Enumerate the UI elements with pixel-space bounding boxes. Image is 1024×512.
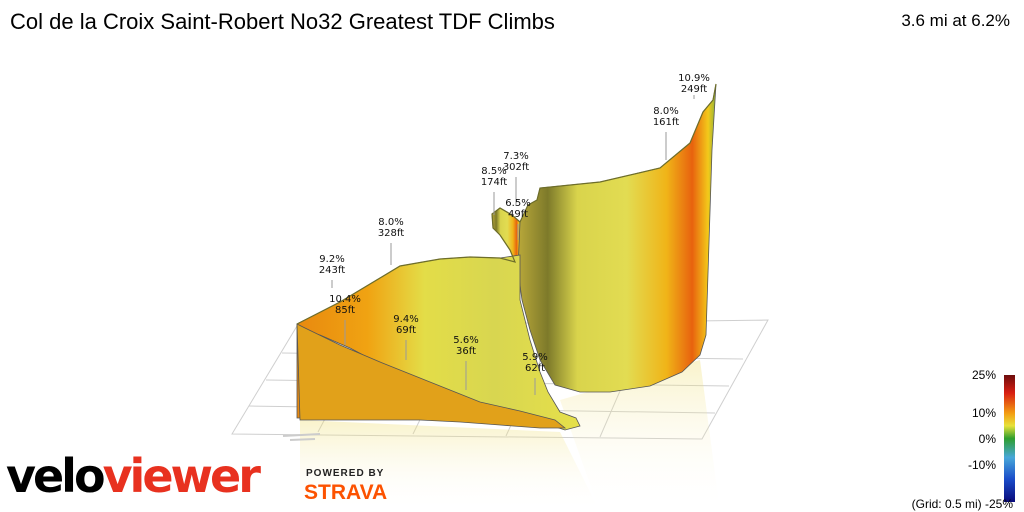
- legend-tick-minus10: -10%: [967, 458, 996, 472]
- start-marker: [282, 433, 321, 441]
- segment-gain-label: 161ft: [653, 117, 679, 128]
- legend-tick-10: 10%: [971, 406, 996, 420]
- segment-callouts: 9.2%243ft10.4%85ft8.0%328ft9.4%69ft5.6%3…: [319, 73, 710, 395]
- segment-grade-label: 8.0%: [378, 217, 403, 228]
- segment-grade-label: 6.5%: [505, 198, 530, 209]
- segment-grade-label: 5.9%: [522, 352, 547, 363]
- segment-gain-label: 249ft: [681, 84, 707, 95]
- profile-right-wall: [517, 83, 717, 393]
- gradient-color-scale: [1004, 375, 1015, 502]
- legend-tick-minus25: -25%: [984, 497, 1013, 511]
- strava-logo[interactable]: STRAVA: [304, 481, 388, 504]
- segment-gain-label: 243ft: [319, 265, 345, 276]
- segment-grade-label: 10.4%: [329, 294, 361, 305]
- chart-title: Col de la Croix Saint-Robert No32 Greate…: [10, 9, 555, 34]
- segment-grade-label: 5.6%: [453, 335, 478, 346]
- powered-by-label: POWERED BY: [306, 468, 385, 479]
- climb-summary: 3.6 mi at 6.2%: [901, 11, 1010, 30]
- segment-gain-label: 85ft: [335, 305, 355, 316]
- profile-front-face: [296, 323, 567, 429]
- logo-velo: velo: [6, 449, 106, 503]
- segment-grade-label: 8.5%: [481, 166, 506, 177]
- segment-gain-label: 69ft: [396, 325, 416, 336]
- segment-grade-label: 8.0%: [653, 106, 678, 117]
- profile-reflection-right: [560, 360, 720, 512]
- legend-tick-25: 25%: [971, 368, 996, 382]
- grid-note: (Grid: 0.5 mi) -25%: [911, 497, 1013, 511]
- segment-grade-label: 9.4%: [393, 314, 418, 325]
- segment-gain-label: 328ft: [378, 228, 404, 239]
- legend-tick-0: 0%: [978, 432, 996, 446]
- segment-gain-label: 36ft: [456, 346, 476, 357]
- segment-gain-label: 49ft: [508, 209, 528, 220]
- segment-gain-label: 302ft: [503, 162, 529, 173]
- segment-gain-label: 62ft: [525, 363, 545, 374]
- profile-top-line: [296, 83, 717, 325]
- segment-grade-label: 10.9%: [678, 73, 710, 84]
- segment-grade-label: 7.3%: [503, 151, 528, 162]
- logo-viewer: viewer: [102, 449, 261, 503]
- veloviewer-logo[interactable]: veloviewer: [6, 449, 261, 503]
- segment-grade-label: 9.2%: [319, 254, 344, 265]
- profile-reflection: [300, 420, 600, 512]
- segment-gain-label: 174ft: [481, 177, 507, 188]
